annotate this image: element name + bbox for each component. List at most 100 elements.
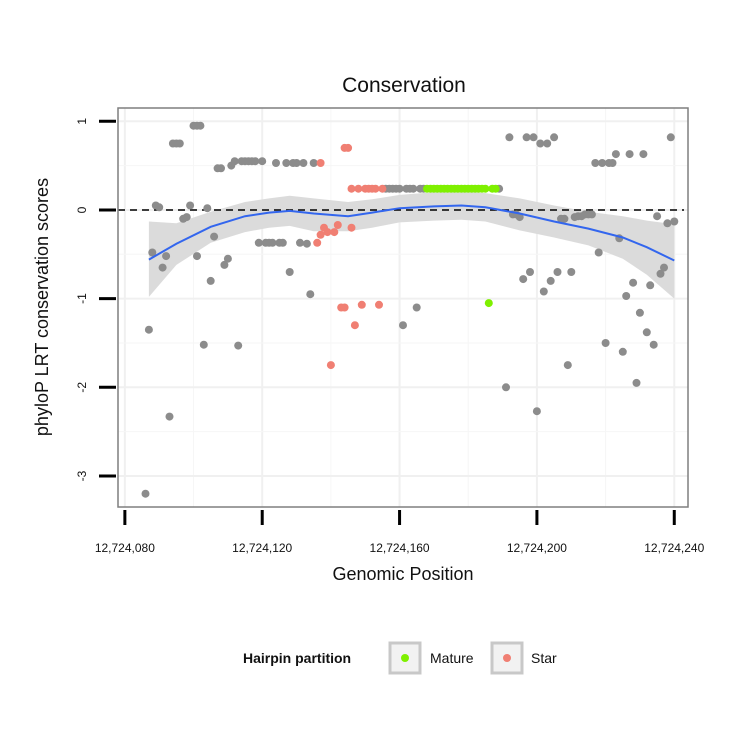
y-axis: 1 0 -1 -2 -3 [75,118,116,481]
data-point-other-74 [536,139,545,148]
legend-entries: Mature Star [388,641,557,675]
data-point-other-1 [144,325,153,334]
data-point-other-81 [560,214,569,223]
data-point-other-71 [526,268,534,276]
data-point-star-5 [326,361,335,370]
data-point-other-106 [646,281,655,290]
data-point-other-100 [625,150,634,159]
data-point-mature-20 [491,184,500,193]
data-point-other-90 [591,159,600,167]
y-tick-label-3: -2 [75,382,89,393]
data-point-other-113 [670,217,679,226]
y-tick-label-4: -3 [75,470,89,481]
points-layer [141,121,679,498]
data-point-other-65 [505,133,514,142]
data-point-star-13 [347,184,356,193]
data-point-other-17 [196,121,205,130]
data-point-other-98 [618,347,627,356]
data-point-mature-17 [481,184,490,193]
x-axis-title: Genomic Position [332,564,473,584]
data-point-other-41 [278,238,287,247]
y-tick-label-2: -1 [75,293,89,304]
data-point-other-28 [234,341,243,350]
data-point-other-103 [635,308,644,317]
data-point-other-19 [203,204,212,213]
data-point-other-93 [601,339,610,347]
x-tick-label-1: 12,724,120 [232,541,292,555]
data-point-other-99 [622,292,631,300]
legend-label-0: Mature [430,650,474,666]
smooth-line-layer [148,204,675,262]
data-point-other-23 [217,164,225,173]
data-point-other-104 [639,150,648,159]
data-point-other-4 [155,203,164,212]
data-point-other-75 [539,287,548,296]
data-point-star-20 [371,184,380,193]
data-point-other-27 [230,157,239,166]
data-point-other-46 [296,238,304,247]
legend-key-0 [388,641,422,675]
data-point-other-35 [258,157,267,166]
y-tick-label-0: 1 [75,118,89,125]
grid-lines [118,108,688,507]
data-point-star-6 [330,228,339,237]
data-point-other-16 [193,252,201,261]
data-point-other-111 [663,219,672,228]
data-point-star-14 [350,321,359,330]
y-axis-title: phyloP LRT conservation scores [32,178,52,436]
data-point-other-33 [251,157,260,166]
data-point-star-1 [316,159,325,167]
data-point-other-20 [206,276,215,285]
data-point-other-70 [522,133,531,142]
smooth-trend-line [148,204,675,262]
x-tick-label-4: 12,724,240 [644,541,704,555]
data-point-star-11 [344,143,353,152]
data-point-other-45 [292,159,301,167]
data-point-other-101 [629,278,638,287]
data-point-other-112 [666,133,675,142]
data-point-other-69 [519,275,528,284]
data-point-other-83 [567,268,576,276]
data-point-star-22 [378,184,387,193]
data-point-other-92 [598,159,607,167]
legend: Hairpin partition Mature Star [243,641,557,675]
data-point-other-39 [272,159,280,167]
data-point-star-4 [323,228,332,237]
data-point-star-2 [316,230,325,239]
data-point-other-13 [186,201,195,210]
data-point-other-109 [656,269,665,278]
data-point-other-110 [660,263,668,272]
x-tick-label-2: 12,724,160 [370,541,430,555]
legend-title: Hairpin partition [243,650,351,666]
data-point-other-82 [563,361,572,370]
data-point-other-79 [553,268,562,276]
data-point-other-89 [587,210,596,219]
y-tick-label-1: 0 [75,206,89,213]
plot-border [117,107,689,508]
data-point-other-5 [158,263,167,272]
data-point-star-21 [375,300,383,309]
data-point-other-0 [141,489,150,498]
data-point-other-6 [162,252,171,261]
data-point-other-10 [175,139,184,148]
data-point-other-102 [632,378,641,387]
data-point-other-73 [532,407,541,416]
data-point-star-15 [354,184,363,193]
data-point-other-38 [268,238,277,247]
data-point-other-25 [223,254,232,263]
data-point-other-108 [653,212,662,221]
data-point-other-7 [165,412,174,421]
data-point-star-12 [347,223,356,232]
data-point-other-60 [412,303,421,312]
data-point-other-76 [543,139,552,148]
data-point-other-21 [210,232,219,241]
x-axis: 12,724,080 12,724,120 12,724,160 12,724,200… [95,510,705,555]
data-point-other-56 [399,321,407,330]
data-point-other-64 [502,383,510,392]
data-point-star-0 [313,238,322,247]
data-point-other-78 [550,133,559,142]
plot-panel [118,108,688,507]
data-point-other-34 [254,238,263,247]
